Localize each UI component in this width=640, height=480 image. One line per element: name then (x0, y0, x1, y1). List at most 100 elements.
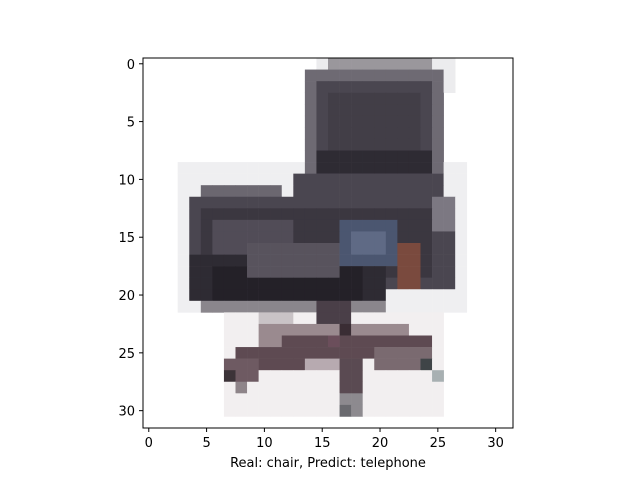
image-pixel (316, 381, 329, 394)
image-pixel (281, 370, 294, 383)
image-pixel (432, 289, 444, 302)
image-pixel (328, 150, 340, 163)
image-pixel (328, 69, 340, 82)
image-pixel (408, 312, 421, 325)
image-pixel (281, 231, 294, 244)
image-pixel (397, 185, 410, 198)
image-pixel (432, 208, 444, 221)
image-pixel (443, 58, 456, 70)
image-pixel (328, 92, 340, 105)
image-pixel (304, 173, 317, 186)
image-pixel (270, 300, 283, 313)
image-pixel (420, 219, 433, 232)
image-pixel (304, 127, 317, 140)
image-pixel (397, 347, 410, 359)
image-pixel (397, 173, 410, 186)
image-pixel (374, 185, 387, 198)
image-pixel (258, 196, 271, 209)
image-pixel (189, 162, 202, 174)
image-pixel (247, 289, 259, 302)
image-pixel (443, 173, 456, 186)
image-pixel (328, 196, 340, 209)
x-axis: 0 5 10 15 20 25 30 (145, 428, 504, 451)
image-pixel (385, 370, 398, 383)
image-pixel (374, 335, 387, 348)
image-pixel (397, 370, 410, 383)
image-pixel (247, 173, 259, 186)
image-pixel (408, 381, 421, 394)
image-pixel (212, 254, 225, 267)
image-pixel (351, 208, 363, 221)
image-pixel (339, 162, 352, 174)
image-pixel (385, 277, 398, 290)
image-pixel (316, 277, 329, 290)
image-pixel (304, 266, 317, 278)
image-pixel (189, 243, 202, 255)
image-pixel (351, 312, 363, 325)
image-pixel (362, 150, 375, 163)
image-pixel (443, 266, 456, 278)
image-pixel (258, 277, 271, 290)
image-pixel (339, 381, 352, 394)
image-pixel (328, 381, 340, 394)
image-pixel (177, 254, 190, 267)
image-pixel (304, 231, 317, 244)
image-pixel (420, 381, 433, 394)
image-pixel (374, 150, 387, 163)
image-pixel (339, 219, 352, 232)
image-pixel (397, 381, 410, 394)
image-pixel (200, 196, 213, 209)
image-pixel (339, 173, 352, 186)
image-pixel (293, 162, 306, 174)
image-pixel (200, 289, 213, 302)
image-pixel (316, 185, 329, 198)
image-pixel (328, 254, 340, 267)
image-pixel (432, 150, 444, 163)
image-pixel (247, 277, 259, 290)
image-pixel (223, 347, 236, 359)
image-pixel (235, 208, 248, 221)
image-pixel (397, 58, 410, 70)
image-pixel (351, 335, 363, 348)
image-pixel (339, 196, 352, 209)
image-pixel (455, 162, 468, 174)
image-pixel (177, 196, 190, 209)
image-pixel (374, 266, 387, 278)
image-pixel (223, 381, 236, 394)
image-pixel (362, 404, 375, 417)
image-pixel (351, 323, 363, 336)
image-pixel (316, 404, 329, 417)
image-pixel (385, 347, 398, 359)
image-pixel (177, 277, 190, 290)
x-tick-label: 20 (372, 436, 389, 451)
image-pixel (304, 347, 317, 359)
image-pixel (247, 254, 259, 267)
image-pixel (432, 254, 444, 267)
image-pixel (408, 81, 421, 93)
image-pixel (316, 289, 329, 302)
image-pixel (281, 196, 294, 209)
image-pixel (362, 335, 375, 348)
image-pixel (385, 92, 398, 105)
image-pixel (177, 185, 190, 198)
image-pixel (385, 300, 398, 313)
image-pixel (385, 81, 398, 93)
image-pixel (455, 219, 468, 232)
image-pixel (200, 185, 213, 198)
image-pixel (374, 219, 387, 232)
image-pixel (397, 335, 410, 348)
image-pixel (223, 266, 236, 278)
image-pixel (223, 323, 236, 336)
image-pixel (293, 254, 306, 267)
image-pixel (397, 162, 410, 174)
image-pixel (351, 127, 363, 140)
image-pixel (247, 393, 259, 406)
image-pixel (339, 347, 352, 359)
image-pixel (316, 58, 329, 70)
image-pixel (247, 266, 259, 278)
image-pixel (420, 92, 433, 105)
image-pixel (397, 127, 410, 140)
image-pixel (212, 173, 225, 186)
image-pixel (408, 243, 421, 255)
image-pixel (328, 173, 340, 186)
